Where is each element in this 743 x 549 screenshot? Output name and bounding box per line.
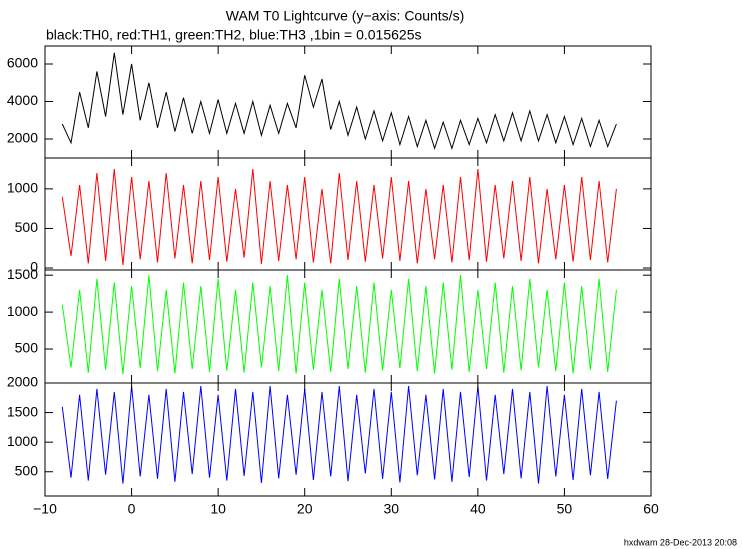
light-curve: [61, 52, 617, 151]
panel-frame: [44, 382, 652, 497]
x-tick-label: 20: [297, 501, 313, 517]
light-curve: [61, 169, 617, 265]
y-tick-label: 1000: [7, 433, 38, 449]
y-tick-label: 1500: [7, 403, 38, 419]
x-tick-label: 0: [128, 501, 136, 517]
x-tick-label: 30: [383, 501, 399, 517]
x-tick-label: 50: [557, 501, 573, 517]
y-tick-label: 6000: [7, 55, 38, 71]
chart-title: WAM T0 Lightcurve (y−axis: Counts/s): [226, 8, 464, 24]
panel-frame: [44, 45, 652, 159]
x-tick-label: 60: [643, 501, 659, 517]
y-tick-label: 1000: [7, 180, 38, 196]
y-tick-label: 500: [15, 219, 39, 235]
light-curve: [61, 275, 617, 375]
y-tick-label: 500: [15, 462, 39, 478]
y-tick-label: 1500: [7, 266, 38, 282]
light-curve: [61, 385, 617, 484]
x-tick-label: 40: [470, 501, 486, 517]
y-tick-label: 4000: [7, 92, 38, 108]
x-tick-label: −10: [33, 501, 57, 517]
y-tick-label: 2000: [7, 374, 38, 390]
y-tick-label: 1000: [7, 303, 38, 319]
y-tick-label: 2000: [7, 130, 38, 146]
footer: hxdwam 28-Dec-2013 20:08: [624, 537, 737, 547]
y-tick-label: 0: [30, 259, 38, 275]
y-tick-label: 500: [15, 340, 39, 356]
chart-subtitle: black:TH0, red:TH1, green:TH2, blue:TH3 …: [46, 27, 421, 43]
x-tick-label: 10: [210, 501, 226, 517]
